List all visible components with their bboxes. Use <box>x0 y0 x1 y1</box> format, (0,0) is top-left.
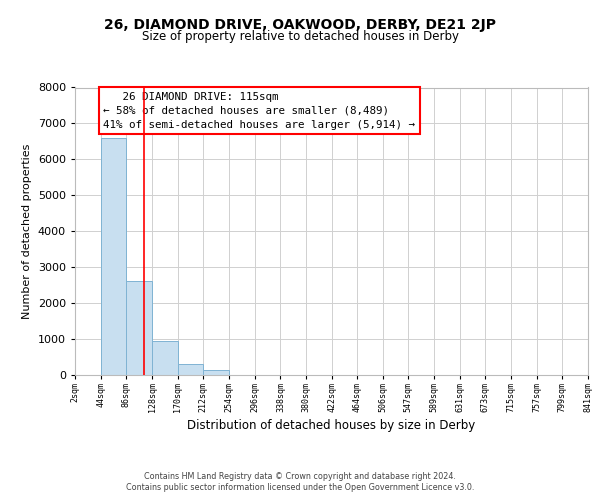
Y-axis label: Number of detached properties: Number of detached properties <box>22 144 32 319</box>
Bar <box>178 364 203 375</box>
Text: 26 DIAMOND DRIVE: 115sqm
← 58% of detached houses are smaller (8,489)
41% of sem: 26 DIAMOND DRIVE: 115sqm ← 58% of detach… <box>103 92 415 130</box>
Bar <box>127 281 152 375</box>
X-axis label: Distribution of detached houses by size in Derby: Distribution of detached houses by size … <box>187 419 476 432</box>
Text: 26, DIAMOND DRIVE, OAKWOOD, DERBY, DE21 2JP: 26, DIAMOND DRIVE, OAKWOOD, DERBY, DE21 … <box>104 18 496 32</box>
Bar <box>101 138 127 375</box>
Bar <box>203 370 229 375</box>
Text: Contains HM Land Registry data © Crown copyright and database right 2024.: Contains HM Land Registry data © Crown c… <box>144 472 456 481</box>
Bar <box>152 340 178 375</box>
Text: Contains public sector information licensed under the Open Government Licence v3: Contains public sector information licen… <box>126 484 474 492</box>
Text: Size of property relative to detached houses in Derby: Size of property relative to detached ho… <box>142 30 458 43</box>
